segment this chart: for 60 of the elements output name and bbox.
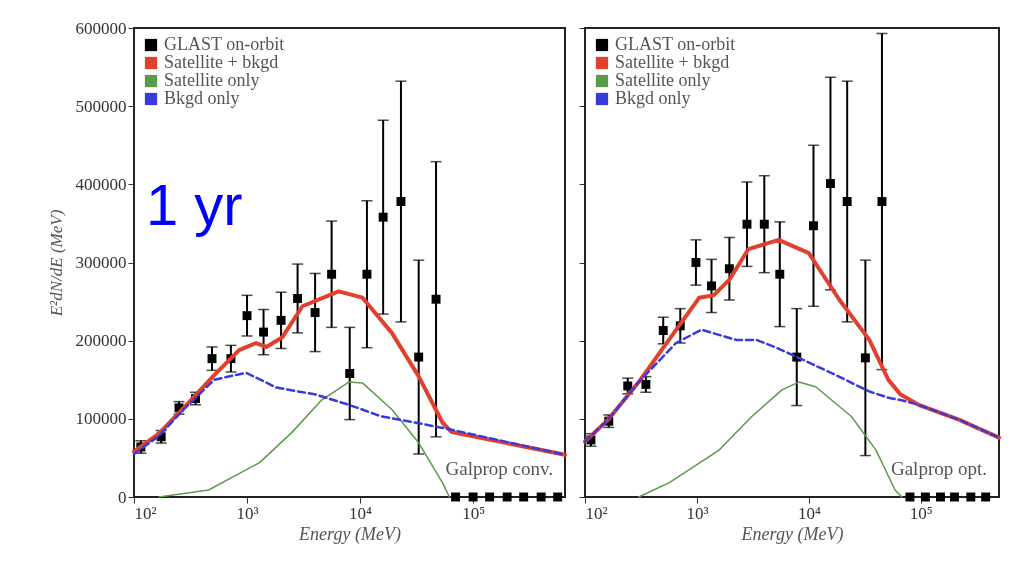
point — [775, 269, 785, 279]
point — [207, 354, 217, 364]
legend-label: Satellite only — [164, 70, 260, 90]
point — [502, 492, 512, 502]
y-tick-label: 600000 — [75, 18, 127, 38]
legend-label: Bkgd only — [615, 88, 691, 108]
point — [414, 352, 424, 362]
x-axis-title: Energy (MeV) — [298, 523, 401, 545]
point — [451, 492, 461, 502]
legend-label: Satellite + bkgd — [615, 52, 730, 72]
x-tick-label: 10³ — [686, 503, 709, 523]
point — [259, 327, 269, 337]
point — [485, 492, 495, 502]
point — [860, 353, 870, 363]
x-tick-label: 10³ — [236, 503, 259, 523]
y-tick-label: 300000 — [75, 253, 127, 272]
point — [724, 264, 734, 274]
point — [345, 369, 355, 378]
point — [691, 258, 701, 267]
annotation: 1 yr — [146, 172, 243, 237]
point — [293, 293, 303, 303]
point — [242, 311, 252, 321]
point — [536, 492, 546, 502]
point — [809, 221, 818, 231]
point — [759, 219, 769, 229]
point — [396, 197, 406, 206]
y-tick-label: 400000 — [75, 174, 127, 194]
y-tick-label: 500000 — [75, 96, 127, 116]
legend-label: GLAST on-orbit — [615, 34, 736, 54]
point — [431, 294, 441, 304]
y-tick-label: 100000 — [75, 409, 127, 429]
point — [877, 197, 887, 206]
annotation: Galprop conv. — [445, 458, 553, 479]
legend-label: GLAST on-orbit — [164, 34, 285, 54]
x-tick-label: 10⁵ — [909, 503, 933, 523]
point — [966, 492, 976, 502]
point — [276, 315, 286, 325]
x-tick-label: 10⁴ — [797, 503, 821, 523]
point — [742, 219, 752, 229]
point — [949, 492, 959, 502]
x-tick-label: 10² — [134, 503, 157, 523]
point — [310, 308, 320, 317]
x-tick-label: 10² — [585, 503, 608, 523]
x-tick-label: 10⁵ — [462, 503, 486, 523]
y-axis-title: E²dN/dE (MeV) — [46, 209, 66, 318]
y-tick-label: 200000 — [75, 331, 127, 351]
x-tick-label: 10⁴ — [349, 503, 373, 523]
point — [981, 492, 991, 502]
x-axis-title: Energy (MeV) — [740, 523, 844, 545]
y-tick-label: 0 — [118, 487, 127, 507]
point — [707, 281, 716, 291]
point — [553, 492, 563, 502]
legend-label: Bkgd only — [164, 88, 240, 108]
legend-label: Satellite only — [615, 70, 711, 90]
point — [468, 492, 478, 502]
point — [327, 269, 337, 279]
annotation: Galprop opt. — [890, 458, 987, 479]
legend-label: Satellite + bkgd — [164, 52, 279, 72]
point — [519, 492, 529, 502]
point — [362, 269, 372, 279]
